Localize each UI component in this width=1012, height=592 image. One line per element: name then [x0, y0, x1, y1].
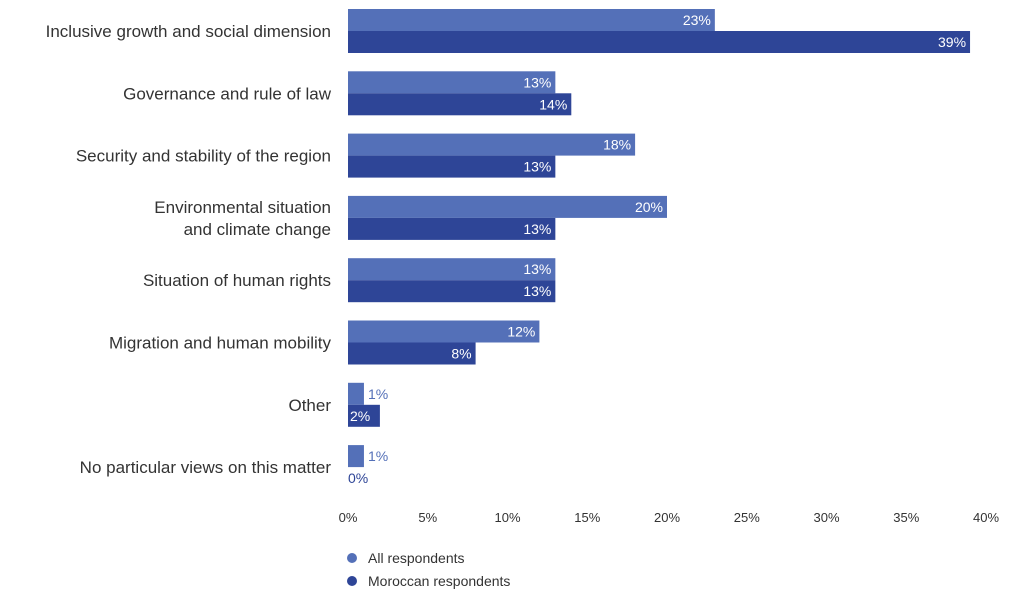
category-label: Governance and rule of law: [123, 84, 332, 103]
bars: [348, 9, 971, 468]
x-tick-label: 0%: [339, 510, 358, 525]
category-label: No particular views on this matter: [80, 458, 332, 477]
x-tick-label: 20%: [654, 510, 680, 525]
data-label: 18%: [603, 137, 631, 153]
category-label: Security and stability of the region: [76, 147, 331, 166]
legend-marker: [347, 552, 357, 563]
legend-item-moroccan-respondents: Moroccan respondents: [347, 569, 510, 592]
bar-moroccan: [348, 93, 572, 116]
data-label: 1%: [368, 386, 388, 402]
x-axis-ticks: 0% 5% 10% 15% 20% 25% 30% 35% 40%: [339, 510, 1000, 525]
bar-all: [348, 258, 556, 281]
bar-moroccan: [348, 155, 556, 178]
x-tick-label: 35%: [893, 510, 919, 525]
legend-label: Moroccan respondents: [368, 572, 511, 589]
category-label: Situation of human rights: [143, 271, 331, 290]
data-label: 13%: [523, 221, 551, 237]
bar-moroccan: [348, 404, 380, 427]
x-tick-label: 25%: [734, 510, 760, 525]
x-tick-label: 10%: [494, 510, 520, 525]
bar-all: [348, 133, 636, 156]
data-label: 12%: [507, 324, 535, 340]
data-label: 2%: [350, 408, 370, 424]
bar-all: [348, 320, 540, 343]
bar-moroccan: [348, 31, 971, 53]
bar-all: [348, 382, 364, 405]
x-tick-label: 15%: [574, 510, 600, 525]
category-label: Other: [288, 396, 331, 415]
legend-marker: [347, 575, 357, 586]
data-label: 13%: [523, 261, 551, 277]
data-label: 39%: [938, 34, 966, 50]
data-label: 1%: [368, 448, 388, 464]
bar-all: [348, 445, 364, 468]
data-label: 14%: [539, 96, 567, 112]
bar-all: [348, 71, 556, 94]
bar-all: [348, 195, 667, 218]
data-label: 23%: [683, 12, 711, 28]
data-label: 8%: [451, 346, 471, 362]
legend: All respondents Moroccan respondents: [347, 546, 510, 592]
x-tick-label: 5%: [418, 510, 437, 525]
data-label: 13%: [523, 74, 551, 90]
legend-label: All respondents: [368, 549, 465, 566]
data-label: 0%: [348, 470, 368, 486]
bar-moroccan: [348, 217, 556, 240]
data-label: 13%: [523, 159, 551, 175]
bar-moroccan: [348, 280, 556, 303]
bar-moroccan: [348, 342, 476, 365]
category-label: Inclusive growth and social dimension: [46, 22, 331, 41]
legend-item-all-respondents: All respondents: [347, 546, 510, 569]
category-labels: Inclusive growth and social dimension Gov…: [46, 22, 332, 477]
bar-all: [348, 9, 715, 31]
data-label: 20%: [635, 199, 663, 215]
data-label: 13%: [523, 283, 551, 299]
x-tick-label: 30%: [813, 510, 839, 525]
bar-chart: Inclusive growth and social dimension Gov…: [46, 9, 1000, 525]
data-labels: 23% 39% 13% 14% 18% 13% 20% 13% 13% 13% 12% 8% 1% 2% 1…: [348, 12, 966, 486]
x-tick-label: 40%: [973, 510, 999, 525]
category-label: Migration and human mobility: [109, 334, 332, 353]
category-label: Environmental situation and climate chang…: [154, 198, 331, 239]
